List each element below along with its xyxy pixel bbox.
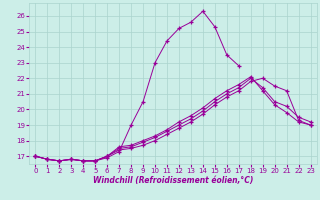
X-axis label: Windchill (Refroidissement éolien,°C): Windchill (Refroidissement éolien,°C): [93, 176, 253, 185]
